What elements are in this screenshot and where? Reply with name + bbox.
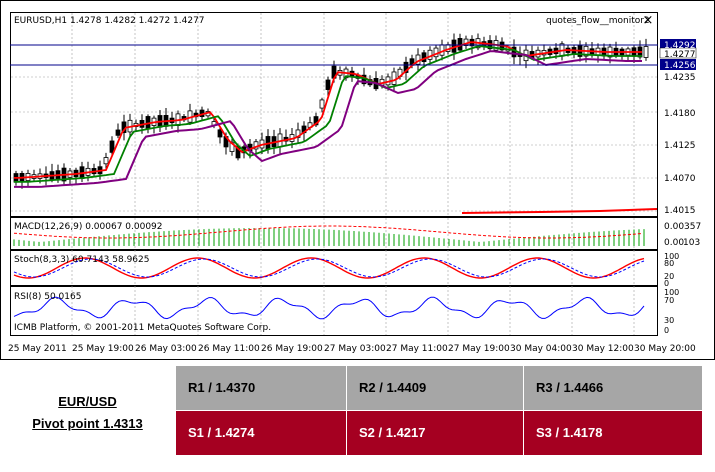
ma-slow-line — [14, 50, 642, 188]
time-label: 27 May 11:00 — [386, 344, 448, 354]
symbol-header: EURUSD,H1 1.4278 1.4282 1.4272 1.4277 — [14, 16, 205, 26]
price-tick: 1.4125 — [664, 141, 696, 151]
price-tick: 1.4277 — [664, 50, 696, 60]
r1-cell: R1 / 1.4370 — [176, 366, 346, 410]
price-tick: 1.4235 — [664, 73, 696, 83]
candle-body — [391, 71, 397, 85]
candle-body — [427, 49, 433, 60]
price-tick: 1.4180 — [664, 109, 696, 119]
copyright-text: ICMB Platform, © 2001-2011 MetaQuotes So… — [14, 323, 271, 333]
ma-fast-line — [14, 41, 642, 179]
rsi-plot-area[interactable] — [10, 286, 658, 336]
time-label: 26 May 19:00 — [261, 344, 323, 354]
candle-body — [403, 61, 409, 73]
stoch-tick: 80 — [664, 259, 674, 268]
moving-averages — [14, 41, 658, 214]
macd-tick: 0.00 — [664, 238, 684, 248]
rsi-tick: 30 — [664, 316, 674, 325]
stoch-signal-line — [13, 258, 645, 278]
macd-label: MACD(12,26,9) 0.00067 0.00092 — [14, 222, 163, 232]
macd-histogram — [13, 225, 645, 246]
price-axis: 1.4292 1.4277 1.4256 1.4235 1.4180 1.412… — [659, 39, 697, 216]
pair-cell: EUR/USD Pivot point 1.4313 — [0, 366, 175, 469]
candle-body — [439, 44, 445, 56]
macd-tick-tail: 103 — [683, 238, 700, 248]
price-tick: 1.4292 — [664, 41, 696, 51]
close-icon[interactable]: × — [643, 13, 654, 28]
price-tick: 1.4256 — [664, 61, 696, 71]
rsi-line — [13, 296, 645, 320]
candle-body — [325, 79, 331, 90]
stoch-label: Stoch(8,3,3) 60.7143 58.9625 — [14, 255, 149, 265]
price-tick: 1.4070 — [664, 174, 696, 184]
s2-cell: S2 / 1.4217 — [347, 411, 523, 455]
indicator-name: quotes_flow__monitor2 — [546, 16, 650, 26]
pivot-table: EUR/USD Pivot point 1.4313 R1 / 1.4370 R… — [0, 366, 715, 469]
rsi-tick: 100 — [664, 288, 679, 297]
lower-red-line — [461, 208, 658, 214]
price-tick: 1.4015 — [664, 206, 696, 216]
time-label: 26 May 11:00 — [198, 344, 260, 354]
time-label: 25 May 2011 — [8, 344, 67, 354]
time-label: 26 May 03:00 — [135, 344, 197, 354]
time-label: 27 May 03:00 — [324, 344, 386, 354]
rsi-tick: 70 — [664, 296, 674, 305]
s1-cell: S1 / 1.4274 — [176, 411, 346, 455]
candle-body — [115, 129, 121, 136]
price-chart[interactable]: EURUSD,H1 1.4278 1.4282 1.4272 1.4277 qu… — [0, 0, 715, 360]
pivot-point-label: Pivot point 1.4313 — [32, 416, 143, 431]
stoch-tick: 0 — [664, 279, 669, 288]
r2-cell: R2 / 1.4409 — [347, 366, 523, 410]
time-label: 25 May 19:00 — [72, 344, 134, 354]
s3-cell: S3 / 1.4178 — [524, 411, 702, 455]
pair-label: EUR/USD — [58, 394, 117, 409]
r3-cell: R3 / 1.4466 — [524, 366, 702, 410]
time-label: 30 May 20:00 — [634, 344, 696, 354]
price-tag-1 — [660, 39, 696, 50]
rsi-label: RSI(8) 50.0165 — [14, 292, 81, 302]
candle-body — [229, 141, 235, 152]
candle-body — [103, 157, 109, 165]
candle-body — [217, 129, 223, 138]
time-axis: 25 May 2011 25 May 19:00 26 May 03:00 26 Ma… — [8, 344, 696, 354]
time-label: 27 May 19:00 — [448, 344, 510, 354]
stoch-tick: 100 — [664, 252, 679, 261]
ma-mid-line — [14, 45, 642, 183]
grid-lines — [11, 13, 657, 335]
stoch-main-line — [13, 257, 645, 279]
rsi-tick: 0 — [664, 326, 669, 335]
candle-body — [319, 99, 325, 109]
candle-body — [643, 46, 649, 58]
stoch-tick: 20 — [664, 272, 674, 281]
main-plot-area[interactable] — [10, 12, 658, 217]
oscillator-lines — [13, 257, 645, 320]
time-label: 30 May 04:00 — [510, 344, 572, 354]
macd-tick: 0.00357 — [664, 222, 701, 232]
price-tag-3 — [660, 59, 696, 70]
time-label: 30 May 12:00 — [572, 344, 634, 354]
price-tag-2 — [659, 47, 697, 59]
candle-body — [109, 140, 115, 153]
